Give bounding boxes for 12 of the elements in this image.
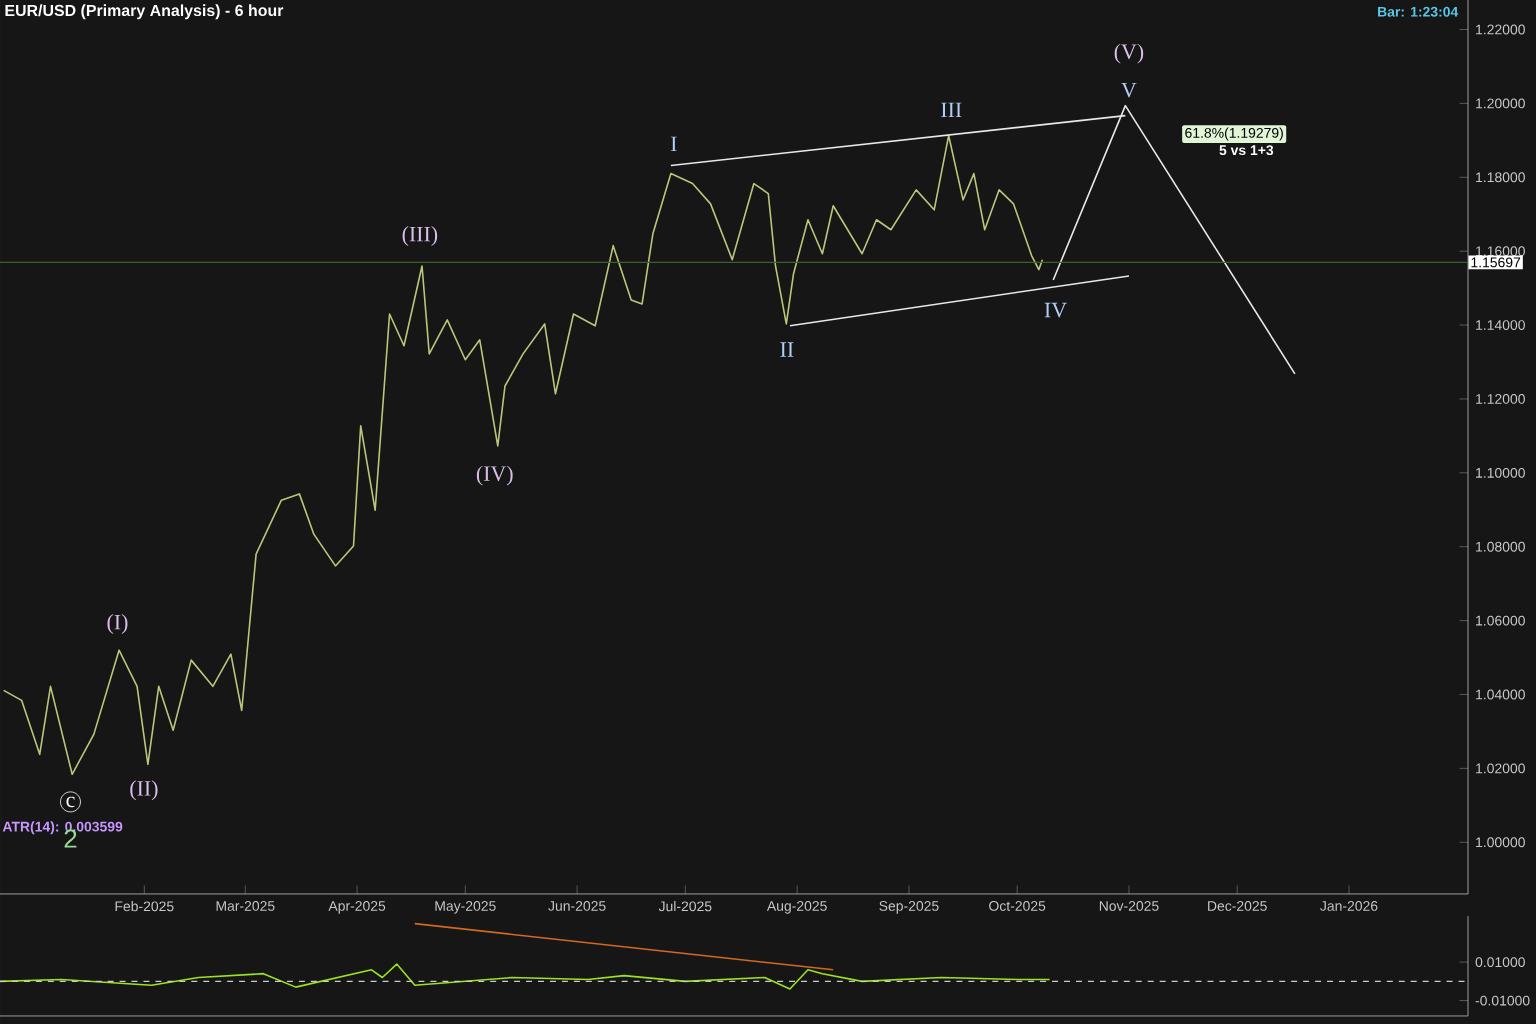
annotation: I (670, 136, 677, 152)
annotation: (V) (1114, 43, 1144, 64)
annotation: II (780, 342, 794, 357)
annotation: V (1121, 82, 1137, 98)
annotation: IV (1044, 302, 1067, 318)
annotation: (III) (402, 226, 438, 246)
annotation: (II) (130, 780, 158, 801)
annotation: (I) (107, 614, 128, 634)
annotation: 2 (64, 829, 77, 848)
annotation: c (66, 796, 75, 808)
annotation: (IV) (476, 465, 513, 486)
annotation: III (941, 102, 962, 118)
